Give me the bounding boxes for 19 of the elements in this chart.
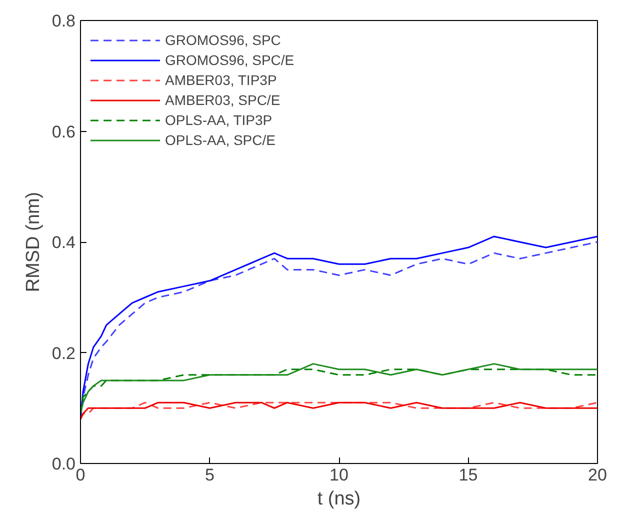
- x-axis-title: t (ns): [317, 488, 361, 510]
- y-tick-label: 0.2: [52, 344, 76, 363]
- line-series: [80, 402, 598, 420]
- y-tick-label: 0.0: [52, 454, 76, 474]
- y-tick-label: 0.6: [52, 122, 76, 142]
- y-tick-label: 0.4: [52, 233, 76, 252]
- x-tick-label: 5: [205, 466, 214, 484]
- legend-label: GROMOS96, SPC/E: [165, 52, 294, 68]
- x-tick-label: 15: [458, 466, 478, 484]
- y-axis-title: RMSD (nm): [22, 192, 44, 292]
- x-tick-label: 10: [330, 466, 348, 484]
- legend-label: AMBER03, TIP3P: [165, 72, 277, 88]
- legend-label: AMBER03, SPC/E: [165, 92, 280, 108]
- x-tick-label: 0: [76, 466, 86, 484]
- y-tick-label: 0.8: [52, 12, 76, 30]
- legend-label: OPLS-AA, SPC/E: [165, 132, 276, 148]
- legend-label: GROMOS96, SPC: [165, 32, 281, 48]
- legend-label: OPLS-AA, TIP3P: [165, 112, 272, 128]
- x-tick-label: 20: [588, 466, 607, 484]
